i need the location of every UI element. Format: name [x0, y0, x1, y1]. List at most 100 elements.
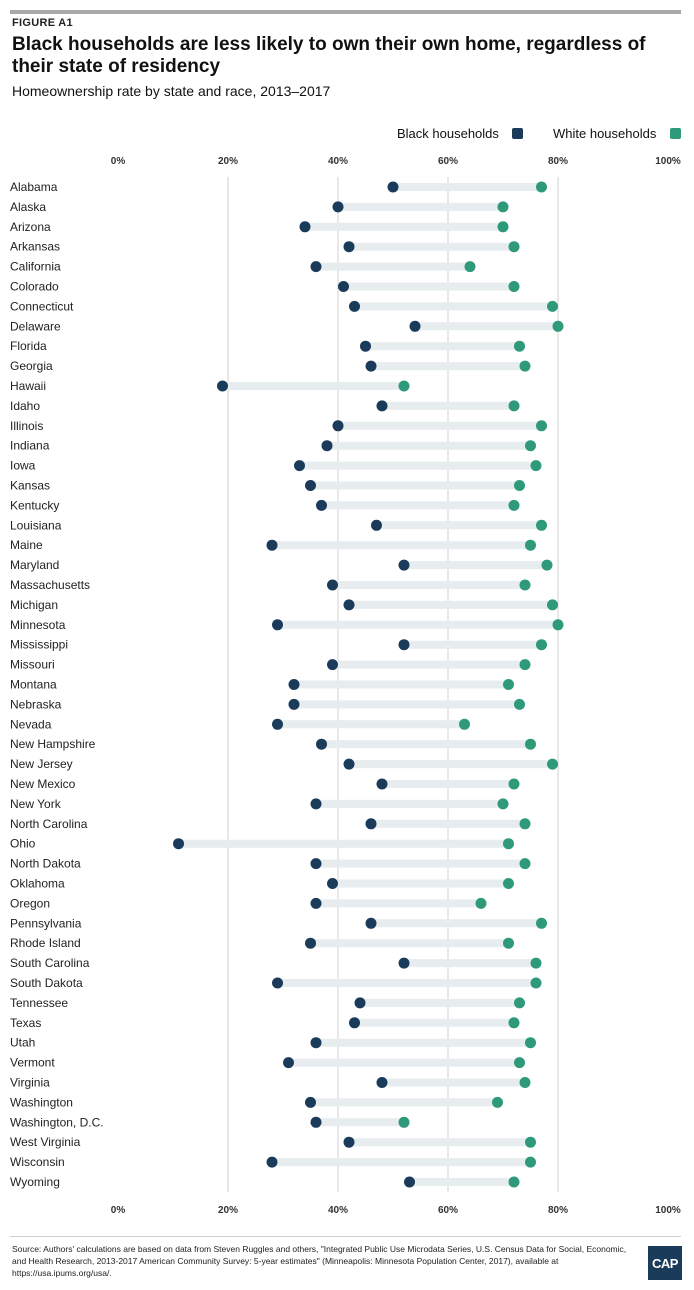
tick-label-top-2: 40%: [328, 156, 348, 167]
white-point: [519, 818, 531, 830]
white-point: [536, 639, 547, 651]
white-point: [519, 579, 531, 591]
white-point: [541, 559, 553, 571]
legend-white-label: White households: [553, 126, 657, 141]
white-point: [492, 1096, 503, 1108]
state-label: North Carolina: [10, 817, 88, 831]
state-label: Kansas: [10, 479, 50, 493]
top-rule: [10, 10, 681, 14]
state-label: Nebraska: [10, 697, 62, 711]
state-label: New Mexico: [10, 777, 76, 791]
black-point: [343, 241, 355, 253]
white-point: [508, 499, 520, 511]
black-point: [338, 281, 349, 292]
state-label: Minnesota: [10, 618, 66, 632]
black-point: [310, 798, 322, 810]
state-label: New Jersey: [10, 757, 73, 771]
black-point: [272, 718, 283, 730]
state-label: New York: [10, 797, 62, 811]
black-point: [398, 957, 410, 969]
state-label: Maine: [10, 538, 43, 552]
state-label: West Virginia: [10, 1135, 81, 1149]
white-point: [552, 320, 564, 332]
state-label: Michigan: [10, 598, 58, 612]
black-point: [288, 698, 300, 710]
white-point: [503, 878, 514, 889]
white-point: [525, 1156, 536, 1168]
tick-label-bottom-0: 0%: [111, 1205, 126, 1216]
white-point: [514, 997, 525, 1009]
state-label: Florida: [10, 339, 47, 353]
state-label: Washington, D.C.: [10, 1115, 104, 1129]
white-point: [508, 1017, 520, 1029]
white-point: [514, 698, 525, 710]
black-point: [316, 738, 327, 750]
state-label: Utah: [10, 1036, 35, 1050]
white-point: [508, 241, 520, 253]
state-label: Iowa: [10, 459, 36, 473]
state-label: Maryland: [10, 558, 59, 572]
white-point: [525, 539, 536, 551]
white-point: [464, 261, 476, 273]
white-point: [514, 340, 525, 352]
black-point: [365, 818, 377, 830]
tick-label-top-3: 60%: [438, 156, 458, 167]
tick-label-top-4: 80%: [548, 156, 568, 167]
white-point: [547, 758, 558, 770]
white-point: [508, 1176, 520, 1188]
state-label: Hawaii: [10, 379, 46, 393]
black-point: [332, 201, 344, 213]
black-point: [266, 1156, 278, 1168]
white-point: [530, 977, 542, 989]
white-point: [503, 679, 514, 690]
white-point: [519, 360, 531, 372]
state-label: Arizona: [10, 220, 51, 234]
white-point: [525, 1037, 536, 1049]
tick-label-top-0: 0%: [111, 156, 126, 167]
figure-label: FIGURE A1: [12, 17, 73, 29]
state-label: Delaware: [10, 319, 61, 333]
state-label: Wisconsin: [10, 1155, 65, 1169]
white-point: [530, 460, 542, 472]
state-label: Washington: [10, 1095, 73, 1109]
black-point: [360, 340, 371, 352]
black-point: [272, 977, 283, 989]
tick-label-top-1: 20%: [218, 156, 238, 167]
chart-subtitle: Homeownership rate by state and race, 20…: [12, 83, 331, 99]
white-point: [547, 599, 558, 611]
white-point: [519, 858, 531, 870]
legend-black-swatch: [512, 128, 523, 139]
state-label: Kentucky: [10, 498, 59, 512]
tick-label-top-5: 100%: [655, 156, 681, 167]
white-point: [497, 221, 509, 233]
cap-logo: CAP: [648, 1246, 682, 1280]
white-point: [459, 718, 470, 730]
state-label: Virginia: [10, 1076, 50, 1090]
black-point: [376, 400, 388, 412]
source-note: Source: Authors' calculations are based …: [12, 1244, 627, 1278]
white-point: [508, 400, 520, 412]
state-label: California: [10, 260, 61, 274]
tick-label-bottom-4: 80%: [548, 1205, 568, 1216]
black-point: [343, 599, 355, 611]
white-point: [519, 1077, 531, 1088]
chart-title: Black households are less likely to own …: [12, 34, 646, 77]
white-point: [519, 659, 531, 671]
black-point: [310, 858, 322, 870]
black-point: [299, 221, 311, 233]
state-label: Wyoming: [10, 1175, 60, 1189]
white-point: [536, 519, 547, 531]
tick-label-bottom-1: 20%: [218, 1205, 238, 1216]
black-point: [398, 559, 410, 571]
white-point: [508, 281, 520, 292]
state-label: Massachusetts: [10, 578, 90, 592]
white-point: [547, 300, 558, 312]
tick-label-bottom-5: 100%: [655, 1205, 681, 1216]
tick-label-bottom-3: 60%: [438, 1205, 458, 1216]
footer-rule: [10, 1236, 681, 1237]
white-point: [503, 937, 514, 949]
state-label: New Hampshire: [10, 737, 96, 751]
black-point: [310, 897, 322, 909]
legend-black-label: Black households: [397, 126, 499, 141]
white-point: [398, 380, 410, 392]
